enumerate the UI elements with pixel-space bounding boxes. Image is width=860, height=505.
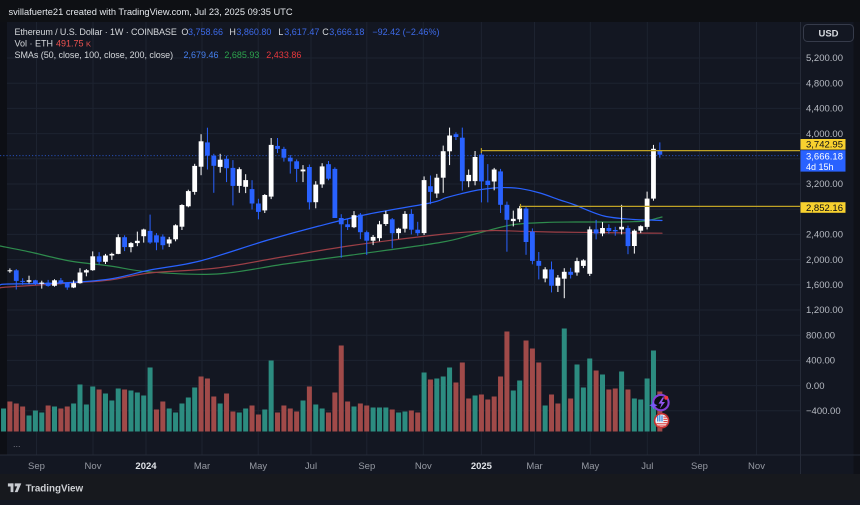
- svg-text:2,852.16: 2,852.16: [806, 203, 843, 214]
- svg-text:2,685.93: 2,685.93: [224, 50, 259, 60]
- svg-text:Sep: Sep: [28, 461, 45, 472]
- svg-text:3,666.18: 3,666.18: [329, 27, 364, 37]
- svg-text:4,800.00: 4,800.00: [806, 78, 843, 89]
- svg-text:3,666.18: 3,666.18: [806, 151, 843, 162]
- svg-text:3,617.47: 3,617.47: [284, 27, 319, 37]
- svg-text:2,679.46: 2,679.46: [184, 50, 219, 60]
- svg-text:5,200.00: 5,200.00: [806, 53, 843, 64]
- svg-text:Vol · ETH: Vol · ETH: [15, 39, 54, 49]
- svg-text:Sep: Sep: [358, 461, 375, 472]
- svg-text:May: May: [581, 461, 599, 472]
- svg-text:Jul: Jul: [641, 461, 653, 472]
- svg-text:C: C: [322, 27, 329, 37]
- svg-text:Ethereum / U.S. Dollar · 1W ·: Ethereum / U.S. Dollar · 1W · COINBASE: [15, 27, 177, 37]
- svg-text:Mar: Mar: [194, 461, 210, 472]
- svg-text:0.00: 0.00: [806, 381, 825, 392]
- svg-text:2025: 2025: [471, 461, 493, 472]
- svg-text:L: L: [278, 27, 283, 37]
- svg-text:svillafuerte21 created with Tr: svillafuerte21 created with TradingView.…: [9, 7, 293, 17]
- svg-text:H: H: [229, 27, 236, 37]
- svg-text:May: May: [249, 461, 267, 472]
- svg-text:400.00: 400.00: [806, 356, 835, 367]
- svg-text:SMAs (50, close, 100, close, 2: SMAs (50, close, 100, close, 200, close): [15, 50, 174, 60]
- svg-text:1,600.00: 1,600.00: [806, 280, 843, 291]
- svg-text:800.00: 800.00: [806, 330, 835, 341]
- svg-text:−400.00: −400.00: [806, 406, 841, 417]
- svg-text:3,860.80: 3,860.80: [236, 27, 271, 37]
- svg-text:1,200.00: 1,200.00: [806, 305, 843, 316]
- svg-text:2,433.86: 2,433.86: [266, 50, 301, 60]
- svg-text:491.75: 491.75: [56, 39, 84, 49]
- svg-text:Sep: Sep: [691, 461, 708, 472]
- svg-text:Nov: Nov: [748, 461, 765, 472]
- svg-text:4,400.00: 4,400.00: [806, 104, 843, 115]
- svg-text:2024: 2024: [135, 461, 157, 472]
- svg-text:Jul: Jul: [305, 461, 317, 472]
- svg-text:−92.42 (−2.46%): −92.42 (−2.46%): [372, 27, 439, 37]
- svg-text:Nov: Nov: [85, 461, 102, 472]
- svg-text:2,000.00: 2,000.00: [806, 255, 843, 266]
- svg-text:USD: USD: [818, 28, 838, 39]
- svg-text:4d 15h: 4d 15h: [806, 162, 834, 172]
- svg-text:TradingView: TradingView: [26, 483, 84, 494]
- svg-text:4,000.00: 4,000.00: [806, 129, 843, 140]
- svg-text:3,200.00: 3,200.00: [806, 179, 843, 190]
- svg-text:3,758.66: 3,758.66: [188, 27, 223, 37]
- svg-text:3,742.95: 3,742.95: [806, 140, 843, 151]
- svg-text:Mar: Mar: [526, 461, 542, 472]
- svg-text:Nov: Nov: [415, 461, 432, 472]
- svg-text:...: ...: [13, 439, 21, 449]
- svg-text:2,400.00: 2,400.00: [806, 230, 843, 241]
- svg-text:K: K: [86, 40, 91, 49]
